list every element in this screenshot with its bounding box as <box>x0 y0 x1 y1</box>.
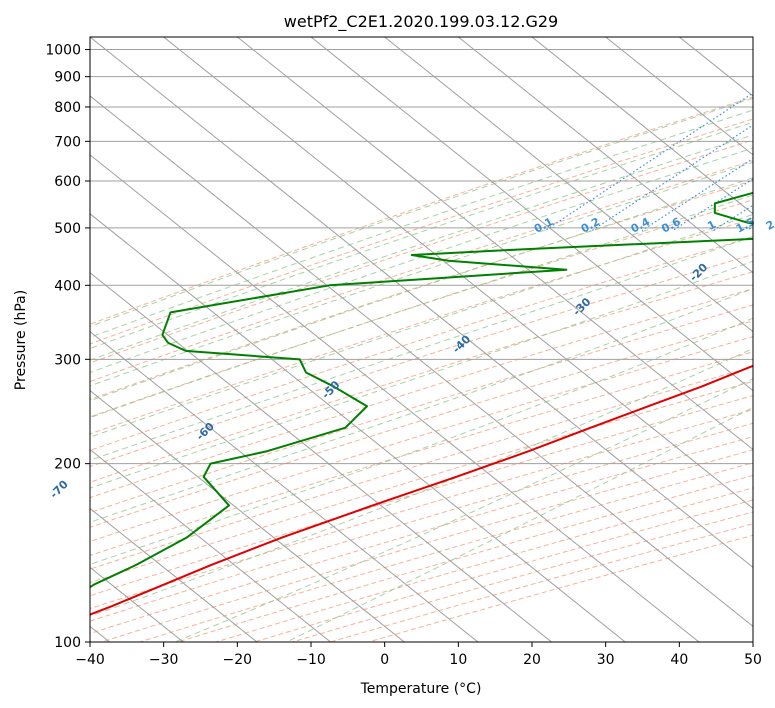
dry-adiabat-line <box>90 271 753 483</box>
mixing-ratio-label: 0.6 <box>660 215 684 236</box>
moist-adiabat-line <box>90 121 753 350</box>
x-tick-label: −40 <box>75 652 105 668</box>
dry-adiabat-line <box>254 499 753 642</box>
y-tick-label: 200 <box>54 457 81 473</box>
dry-adiabat-line <box>215 487 753 642</box>
background-lines <box>90 37 753 642</box>
chart-title: wetPf2_C2E1.2020.199.03.12.G29 <box>284 12 558 32</box>
dry-adiabat-line <box>90 409 753 610</box>
y-tick-label: 600 <box>54 174 81 190</box>
moist-adiabat-line <box>90 288 753 523</box>
y-tick-label: 500 <box>54 221 81 237</box>
dry-adiabat-line <box>90 236 753 451</box>
dry-adiabat-line <box>90 179 753 400</box>
y-tick-label: 1000 <box>45 43 81 59</box>
dry-adiabat-line <box>90 395 753 597</box>
isotherm-line <box>90 331 479 642</box>
isotherm-label: -30 <box>570 295 593 318</box>
isotherm-line <box>310 37 753 392</box>
x-tick-label: −30 <box>149 652 179 668</box>
isotherm-line <box>752 37 753 38</box>
mixing-ratio-line <box>641 157 753 231</box>
x-tick-label: 20 <box>523 652 541 668</box>
isotherm-line <box>90 213 626 642</box>
x-tick-label: 30 <box>597 652 615 668</box>
isotherm-line <box>90 507 258 642</box>
mixing-ratio-label: 1.5 <box>734 215 757 236</box>
isotherm-line <box>90 272 552 642</box>
isotherm-line <box>531 37 753 215</box>
isotherm-line <box>605 37 753 156</box>
isotherm-line <box>90 154 700 642</box>
isotherm-label: -20 <box>687 261 710 284</box>
mixing-ratio-label: 2 <box>764 218 775 233</box>
mixing-ratio-label: 1 <box>705 218 718 233</box>
moist-adiabat-line <box>90 317 753 565</box>
moist-adiabat-line <box>90 147 753 374</box>
isotherm-line <box>90 95 753 627</box>
dewpoint-profile-line <box>90 191 753 589</box>
isotherm-label: -60 <box>194 420 217 443</box>
isotherm-line <box>90 389 405 642</box>
y-tick-label: 900 <box>54 70 81 86</box>
dry-adiabat-line <box>90 366 753 570</box>
dry-adiabat-line <box>90 380 753 584</box>
x-tick-label: −10 <box>296 652 326 668</box>
y-tick-label: 300 <box>54 352 81 368</box>
dry-adiabat-line <box>330 523 753 642</box>
isotherm-label: -40 <box>450 332 473 355</box>
moist-adiabat-line <box>90 260 753 489</box>
isotherm-line <box>679 37 753 97</box>
temperature-profile-line <box>90 364 753 616</box>
dry-adiabat-line <box>90 336 753 543</box>
x-axis-label: Temperature (°C) <box>360 681 482 697</box>
y-tick-label: 800 <box>54 100 81 116</box>
mixing-ratio-line <box>746 226 753 231</box>
x-tick-label: 40 <box>670 652 688 668</box>
isotherm-line <box>237 37 753 451</box>
x-tick-label: 0 <box>380 652 389 668</box>
dry-adiabat-line <box>90 139 753 364</box>
x-tick-label: 10 <box>449 652 467 668</box>
dry-adiabat-line <box>90 304 753 514</box>
y-tick-label: 100 <box>54 635 81 651</box>
dry-adiabat-line <box>368 534 753 642</box>
dry-adiabat-line <box>90 436 753 635</box>
mixing-ratio-label: 0.4 <box>629 215 653 236</box>
x-tick-label: −20 <box>223 652 253 668</box>
mixing-ratio-label: 0.1 <box>532 215 555 236</box>
dry-adiabat-line <box>177 474 753 642</box>
isotherm-line <box>384 37 753 333</box>
isotherm-label: -70 <box>48 478 71 501</box>
plot-frame <box>89 36 754 643</box>
isotherm-line <box>90 448 331 642</box>
line-labels: 0.10.20.40.611.52346810131620253036-100-… <box>48 215 775 501</box>
dry-adiabat-line <box>90 217 753 435</box>
dry-adiabat-line <box>90 422 753 622</box>
y-tick-label: 700 <box>54 134 81 150</box>
x-tick-label: 50 <box>744 652 762 668</box>
y-tick-label: 400 <box>54 278 81 294</box>
isotherm-line <box>90 37 753 569</box>
isotherm-line <box>458 37 753 274</box>
y-axis-label: Pressure (hPa) <box>13 290 29 390</box>
axes: −40 −30 −20 −10 0 10 20 30 40 50 100 200 300 400 500 60… <box>45 43 762 668</box>
sounding-series <box>90 191 753 616</box>
isotherm-line <box>163 37 753 510</box>
